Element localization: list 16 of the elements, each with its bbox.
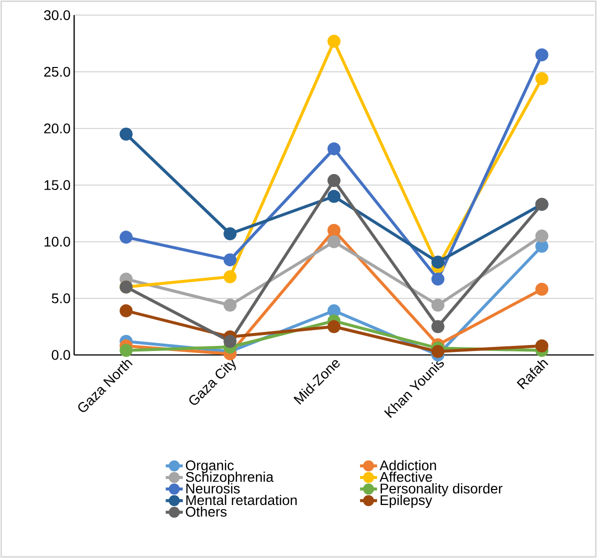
- y-tick-label: 10.0: [44, 236, 70, 247]
- legend-label: Neurosis: [186, 483, 240, 494]
- legend-label: Schizophrenia: [186, 472, 274, 485]
- y-tick-label: 15.0: [44, 180, 70, 190]
- legend-label: Personality disorder: [380, 483, 502, 496]
- legend-label: Mental retardation: [186, 494, 297, 506]
- y-tick-label: 30.0: [44, 10, 70, 20]
- legend-label: Others: [186, 506, 227, 517]
- y-tick-label: 5.0: [52, 293, 70, 304]
- legend-label: Addiction: [380, 460, 436, 470]
- legend-label: Organic: [186, 460, 234, 474]
- legend-label: Epilepsy: [380, 494, 432, 508]
- legend-label: Affective: [380, 472, 432, 482]
- y-tick-label: 0.0: [52, 350, 70, 360]
- y-tick-label: 25.0: [44, 66, 70, 77]
- y-tick-label: 20.0: [44, 123, 70, 134]
